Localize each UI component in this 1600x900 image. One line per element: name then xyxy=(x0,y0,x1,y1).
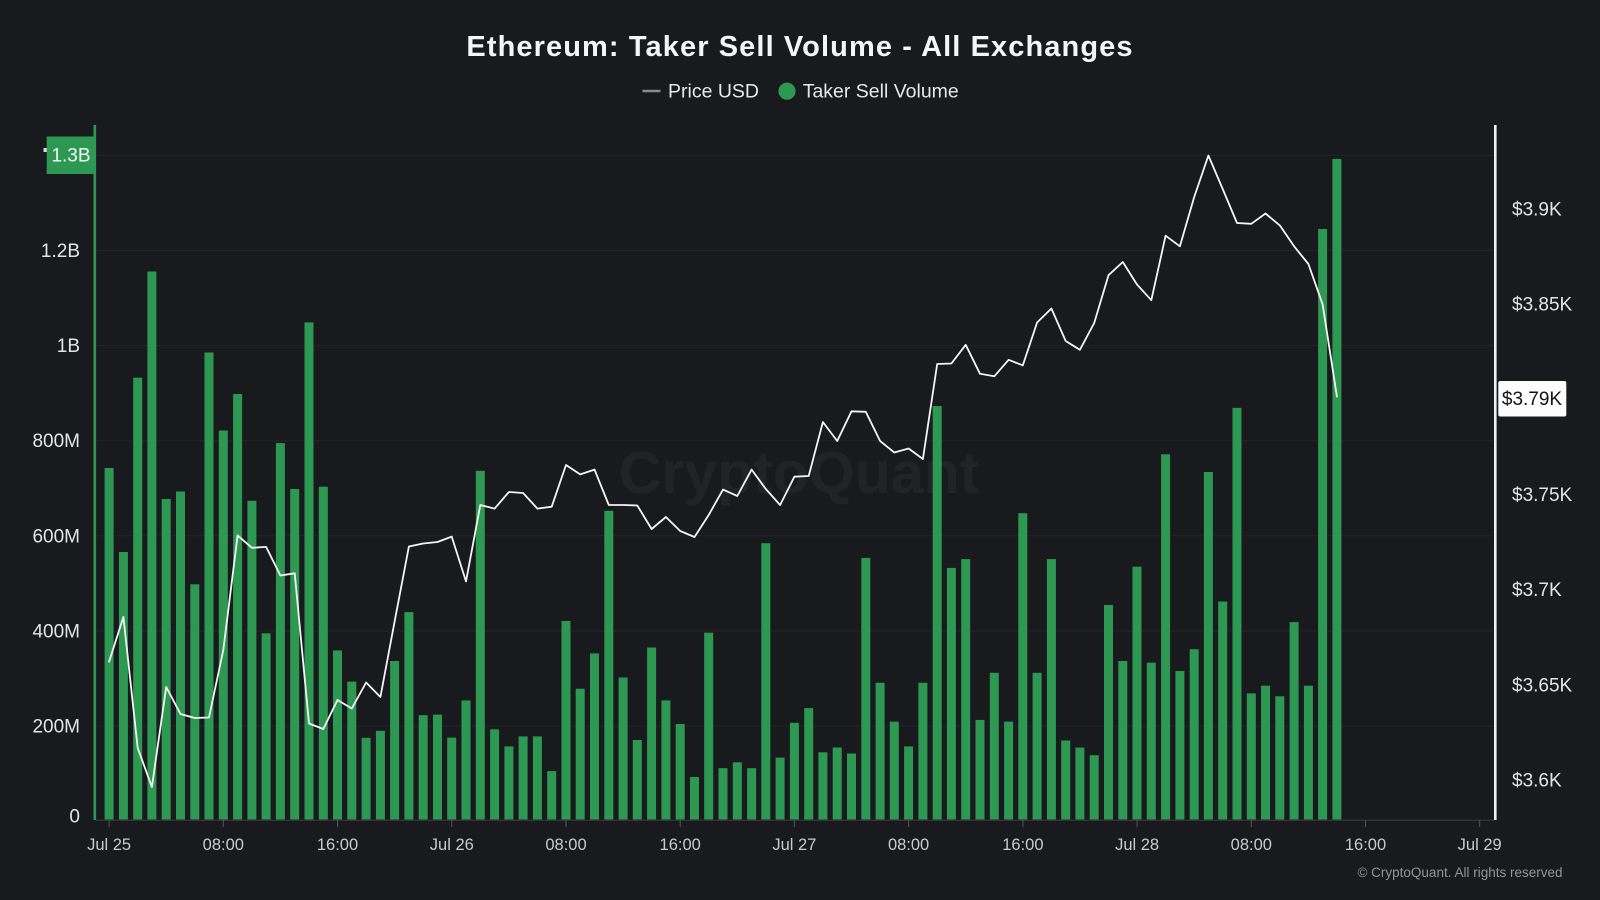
svg-text:$3.65K: $3.65K xyxy=(1512,675,1573,696)
svg-text:800M: 800M xyxy=(32,431,80,452)
svg-text:Jul 27: Jul 27 xyxy=(772,836,816,854)
svg-text:200M: 200M xyxy=(32,717,80,738)
svg-text:600M: 600M xyxy=(32,526,80,547)
svg-text:16:00: 16:00 xyxy=(1345,836,1386,854)
svg-text:16:00: 16:00 xyxy=(660,836,701,854)
svg-text:Taker Sell Volume: Taker Sell Volume xyxy=(803,81,959,103)
svg-text:$3.6K: $3.6K xyxy=(1512,771,1562,792)
svg-text:Price USD: Price USD xyxy=(668,81,759,103)
svg-text:$3.7K: $3.7K xyxy=(1512,580,1562,601)
svg-text:08:00: 08:00 xyxy=(888,836,929,854)
svg-text:08:00: 08:00 xyxy=(545,836,586,854)
svg-text:Jul 28: Jul 28 xyxy=(1115,836,1159,854)
svg-text:1.3B: 1.3B xyxy=(51,146,90,167)
svg-text:Jul 29: Jul 29 xyxy=(1458,836,1502,854)
svg-text:$3.75K: $3.75K xyxy=(1512,485,1573,506)
svg-text:16:00: 16:00 xyxy=(1002,836,1043,854)
svg-text:1B: 1B xyxy=(57,336,80,357)
svg-text:400M: 400M xyxy=(32,621,80,642)
svg-text:Jul 25: Jul 25 xyxy=(87,836,131,854)
svg-text:08:00: 08:00 xyxy=(1231,836,1272,854)
svg-text:Jul 26: Jul 26 xyxy=(430,836,474,854)
svg-text:Ethereum: Taker Sell Volume -: Ethereum: Taker Sell Volume - All Exchan… xyxy=(466,31,1133,63)
svg-text:CryptoQuant: CryptoQuant xyxy=(619,440,980,506)
svg-text:$3.9K: $3.9K xyxy=(1512,200,1562,221)
svg-text:$3.79K: $3.79K xyxy=(1502,389,1563,410)
svg-text:16:00: 16:00 xyxy=(317,836,358,854)
svg-text:© CryptoQuant. All rights rese: © CryptoQuant. All rights reserved xyxy=(1357,865,1562,880)
svg-text:1.2B: 1.2B xyxy=(41,241,80,262)
svg-text:0: 0 xyxy=(69,807,80,828)
svg-text:08:00: 08:00 xyxy=(203,836,244,854)
svg-text:$3.85K: $3.85K xyxy=(1512,295,1573,316)
